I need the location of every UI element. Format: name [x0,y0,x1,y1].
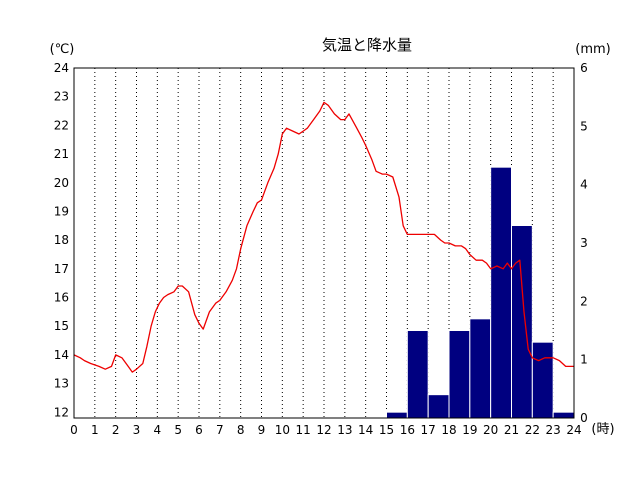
x-tick-label: 11 [296,423,311,437]
y-left-tick-label: 12 [54,405,69,419]
plot-frame [73,67,575,419]
x-tick-label: 6 [195,423,203,437]
x-tick-label: 17 [421,423,436,437]
x-tick-label: 12 [316,423,331,437]
left-axis-unit: (℃) [50,42,75,57]
x-tick-label: 18 [441,423,456,437]
x-tick-label: 10 [275,423,290,437]
x-tick-label: 22 [525,423,540,437]
x-tick-label: 7 [216,423,224,437]
right-axis-unit: (mm) [575,42,610,57]
x-tick-label: 19 [462,423,477,437]
y-left-tick-label: 23 [54,90,69,104]
precipitation-bars [386,166,575,419]
precipitation-bar [490,166,512,419]
y-left-tick-label: 13 [54,377,69,391]
x-tick-label: 23 [546,423,561,437]
y-right-tick-label: 3 [580,236,588,250]
temperature-line [73,101,574,373]
y-right-tick-label: 5 [580,119,588,133]
chart-title: 気温と降水量 [322,36,412,54]
y-right-tick-label: 4 [580,178,588,192]
temperature-line-group [73,101,574,373]
precipitation-bar [469,318,492,419]
x-tick-label: 4 [154,423,162,437]
y-right-tick-label: 2 [580,294,588,308]
axis-tick-labels: 0 1 2 3 4 5 6 7 8 9 10 11 12 13 14 15 16 17 18 19 20 21 22 23 24… [54,61,588,437]
y-left-tick-label: 22 [54,118,69,132]
x-tick-label: 2 [112,423,120,437]
x-axis-unit: (時) [591,422,614,437]
x-tick-label: 3 [133,423,141,437]
y-left-tick-label: 14 [54,348,69,362]
x-tick-label: 13 [337,423,352,437]
x-tick-label: 24 [566,423,581,437]
y-right-tick-label: 0 [580,411,588,425]
x-tick-label: 14 [358,423,373,437]
y-left-tick-label: 17 [54,262,69,276]
y-left-tick-label: 15 [54,319,69,333]
y-left-tick-label: 18 [54,233,69,247]
precipitation-bar [427,394,450,419]
y-left-tick-label: 16 [54,291,69,305]
precipitation-bar [552,411,575,419]
y-right-tick-label: 6 [580,61,588,75]
x-tick-label: 21 [504,423,519,437]
y-right-tick-label: 1 [580,353,588,367]
x-tick-label: 15 [379,423,394,437]
x-tick-label: 20 [483,423,498,437]
precipitation-bar [448,330,471,419]
y-left-tick-label: 19 [54,204,69,218]
precipitation-bar [406,330,429,419]
y-left-tick-label: 21 [54,147,69,161]
x-tick-label: 16 [400,423,415,437]
x-tick-label: 8 [237,423,245,437]
x-tick-label: 5 [174,423,182,437]
precipitation-bar [511,225,533,419]
x-tick-label: 1 [91,423,99,437]
precipitation-bar [386,411,408,419]
y-left-tick-label: 24 [54,61,69,75]
x-tick-label: 0 [70,423,78,437]
y-left-tick-label: 20 [54,176,69,190]
x-tick-label: 9 [258,423,266,437]
precipitation-bar [531,341,554,419]
